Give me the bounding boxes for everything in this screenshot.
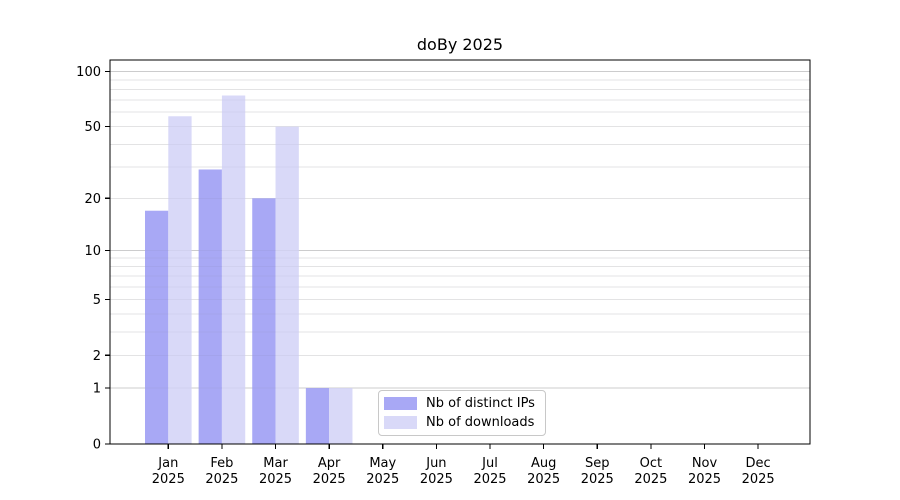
y-tick-label-1: 1 bbox=[93, 382, 101, 397]
x-tick-label-mar-year: 2025 bbox=[259, 472, 292, 487]
x-tick-label-jan-year: 2025 bbox=[152, 472, 185, 487]
y-tick-label-20: 20 bbox=[84, 192, 101, 207]
x-tick-label-mar: Mar bbox=[263, 456, 288, 471]
legend-item-distinct-ips: Nb of distinct IPs bbox=[384, 396, 545, 411]
x-tick-label-sep-year: 2025 bbox=[581, 472, 614, 487]
legend-swatch-downloads bbox=[384, 416, 417, 429]
bar-nb-of-downloads-jan bbox=[168, 116, 192, 444]
x-tick-label-may-year: 2025 bbox=[366, 472, 399, 487]
y-tick-label-5: 5 bbox=[93, 293, 101, 308]
x-tick-label-apr-year: 2025 bbox=[313, 472, 346, 487]
legend-label-distinct-ips: Nb of distinct IPs bbox=[426, 396, 535, 411]
bar-nb-of-distinct-ips-feb bbox=[198, 169, 222, 444]
x-tick-label-jul-year: 2025 bbox=[473, 472, 506, 487]
bar-nb-of-downloads-mar bbox=[275, 126, 299, 445]
x-tick-label-dec: Dec bbox=[746, 456, 771, 471]
x-tick-label-may: May bbox=[369, 456, 396, 471]
x-tick-label-jul: Jul bbox=[481, 456, 498, 471]
x-tick-label-jun-year: 2025 bbox=[420, 472, 453, 487]
bar-nb-of-distinct-ips-mar bbox=[252, 198, 276, 444]
legend-item-downloads: Nb of downloads bbox=[384, 415, 545, 430]
plot-border bbox=[109, 59, 811, 445]
y-tick-label-10: 10 bbox=[84, 244, 101, 259]
x-tick-label-dec-year: 2025 bbox=[742, 472, 775, 487]
x-tick-label-sep: Sep bbox=[585, 456, 610, 471]
x-tick-label-nov: Nov bbox=[692, 456, 718, 471]
x-tick-label-feb-year: 2025 bbox=[205, 472, 238, 487]
bar-nb-of-distinct-ips-apr bbox=[305, 388, 330, 444]
legend-swatch-distinct-ips bbox=[384, 397, 417, 410]
x-tick-label-oct-year: 2025 bbox=[634, 472, 667, 487]
x-tick-label-feb: Feb bbox=[210, 456, 233, 471]
x-tick-label-jan: Jan bbox=[157, 456, 178, 471]
y-tick-label-100: 100 bbox=[76, 65, 101, 80]
bar-nb-of-distinct-ips-jan bbox=[145, 210, 169, 444]
y-tick-label-0: 0 bbox=[93, 438, 101, 453]
bar-nb-of-downloads-apr bbox=[329, 388, 353, 444]
y-tick-label-50: 50 bbox=[84, 120, 101, 135]
x-tick-label-nov-year: 2025 bbox=[688, 472, 721, 487]
legend-label-downloads: Nb of downloads bbox=[426, 415, 535, 430]
y-tick-label-2: 2 bbox=[93, 349, 101, 364]
x-tick-label-aug-year: 2025 bbox=[527, 472, 560, 487]
x-tick-label-aug: Aug bbox=[531, 456, 556, 471]
chart-title: doBy 2025 bbox=[416, 35, 504, 54]
x-tick-label-apr: Apr bbox=[318, 456, 341, 471]
x-tick-label-oct: Oct bbox=[640, 456, 662, 471]
bar-nb-of-downloads-feb bbox=[221, 95, 246, 444]
legend: Nb of distinct IPs Nb of downloads bbox=[378, 390, 546, 436]
x-tick-label-jun: Jun bbox=[425, 456, 446, 471]
